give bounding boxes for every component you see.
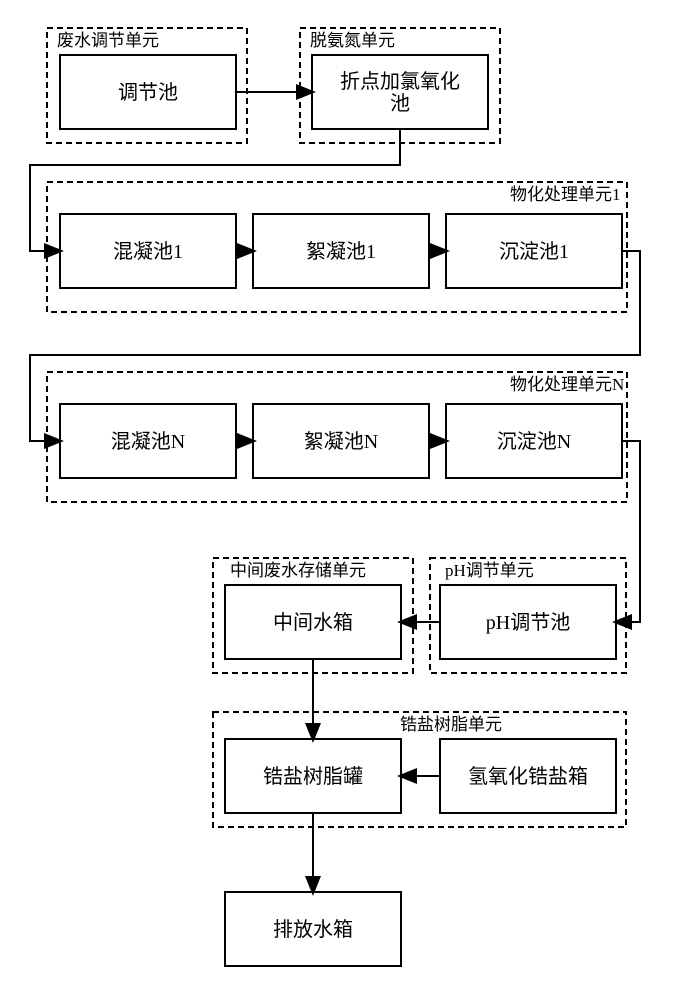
process-box-label-b_flocN: 絮凝池N (304, 430, 378, 453)
unit-group-label-g_phys1: 物化处理单元1 (510, 185, 621, 204)
process-box-label-b_zr_resin_tank: 锆盐树脂罐 (263, 765, 363, 788)
unit-group-label-g_physN: 物化处理单元N (510, 375, 624, 394)
process-box-label-b_floc1: 絮凝池1 (306, 240, 376, 263)
process-box-label-b_discharge: 排放水箱 (273, 918, 353, 941)
process-box-label-b_chlor_tank: 折点加氯氧化池 (340, 70, 460, 115)
flow-arrow-a8 (616, 441, 640, 622)
process-box-label-b_ph_tank: pH调节池 (486, 611, 570, 634)
process-box-label-b_sedN: 沉淀池N (497, 430, 571, 453)
process-box-label-b_zr_salt_box: 氢氧化锆盐箱 (468, 765, 588, 788)
process-flow-diagram: 废水调节单元 脱氨氮单元物化处理单元1 物化处理单元N 中间废水存储单元 pH调节单元锆… (0, 0, 674, 1000)
process-box-label-b_adjust_tank: 调节池 (118, 81, 178, 104)
unit-group-label-g_deammonia: 脱氨氮单元 (310, 31, 395, 50)
unit-group-label-g_wastewater_adjust: 废水调节单元 (57, 31, 159, 50)
flow-arrow-a2 (30, 129, 400, 251)
unit-group-label-g_ph_adjust: pH调节单元 (445, 561, 534, 580)
flow-arrow-a5 (30, 251, 640, 441)
process-box-label-b_sed1: 沉淀池1 (499, 240, 569, 263)
unit-group-label-g_zr_resin: 锆盐树脂单元 (400, 715, 502, 734)
unit-group-label-g_mid_store: 中间废水存储单元 (230, 561, 366, 580)
process-box-label-b_coag1: 混凝池1 (113, 240, 183, 263)
process-box-label-b_coagN: 混凝池N (111, 430, 185, 453)
process-box-label-b_mid_tank: 中间水箱 (273, 611, 353, 634)
